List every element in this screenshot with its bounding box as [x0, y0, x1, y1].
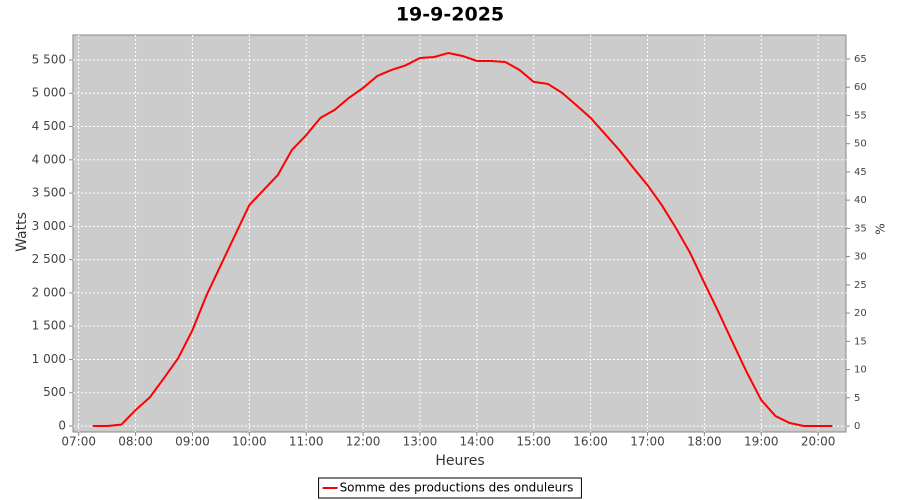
x-tick-label: 12:00 — [346, 435, 381, 449]
y-tick-label: 4 500 — [32, 119, 66, 133]
y-tick-label: 2 500 — [32, 252, 66, 266]
y2-tick-label: 45 — [854, 167, 867, 178]
y2-tick-label: 25 — [854, 280, 867, 291]
y-tick-label: 4 000 — [32, 152, 66, 166]
y2-tick-label: 65 — [854, 54, 867, 65]
x-tick-label: 19:00 — [744, 435, 779, 449]
y2-tick-label: 20 — [854, 308, 867, 319]
chart-title: 19-9-2025 — [396, 4, 504, 26]
x-tick-label: 08:00 — [118, 435, 153, 449]
y2-tick-label: 15 — [854, 336, 867, 347]
legend: Somme des productions des onduleurs — [318, 477, 582, 499]
y-tick-label: 0 — [58, 419, 66, 433]
y2-tick-label: 30 — [854, 252, 867, 263]
y2-tick-label: 10 — [854, 365, 867, 376]
y2-tick-label: 5 — [854, 393, 860, 404]
x-tick-label: 14:00 — [460, 435, 495, 449]
y-tick-label: 1 000 — [32, 352, 66, 366]
y2-tick-label: 55 — [854, 110, 867, 121]
y2-tick-label: 50 — [854, 139, 867, 150]
x-tick-label: 18:00 — [687, 435, 722, 449]
x-tick-label: 13:00 — [403, 435, 438, 449]
x-tick-label: 15:00 — [516, 435, 551, 449]
y-tick-label: 3 500 — [32, 186, 66, 200]
data-line — [92, 51, 833, 428]
legend-box — [318, 477, 582, 499]
y-tick-label: 5 500 — [32, 52, 66, 66]
x-tick-label: 09:00 — [175, 435, 210, 449]
y-tick-label: 3 000 — [32, 219, 66, 233]
x-tick-label: 10:00 — [232, 435, 267, 449]
y2-axis-label: % — [874, 223, 888, 234]
y-tick-label: 1 500 — [32, 319, 66, 333]
y-tick-label: 500 — [43, 385, 66, 399]
y-tick-label: 2 000 — [32, 285, 66, 299]
x-tick-label: 07:00 — [61, 435, 96, 449]
x-tick-label: 17:00 — [630, 435, 665, 449]
x-axis-label: Heures — [435, 453, 484, 469]
x-tick-label: 16:00 — [573, 435, 608, 449]
y-tick-label: 5 000 — [32, 86, 66, 100]
y2-tick-label: 40 — [854, 195, 867, 206]
y2-tick-label: 60 — [854, 82, 867, 93]
y2-tick-label: 0 — [854, 421, 860, 432]
y-axis-label: Watts — [14, 212, 30, 252]
x-tick-label: 11:00 — [289, 435, 324, 449]
x-tick-label: 20:00 — [801, 435, 836, 449]
y2-tick-label: 35 — [854, 223, 867, 234]
legend-label: Somme des productions des onduleurs — [340, 481, 574, 495]
plot-area — [72, 34, 847, 433]
